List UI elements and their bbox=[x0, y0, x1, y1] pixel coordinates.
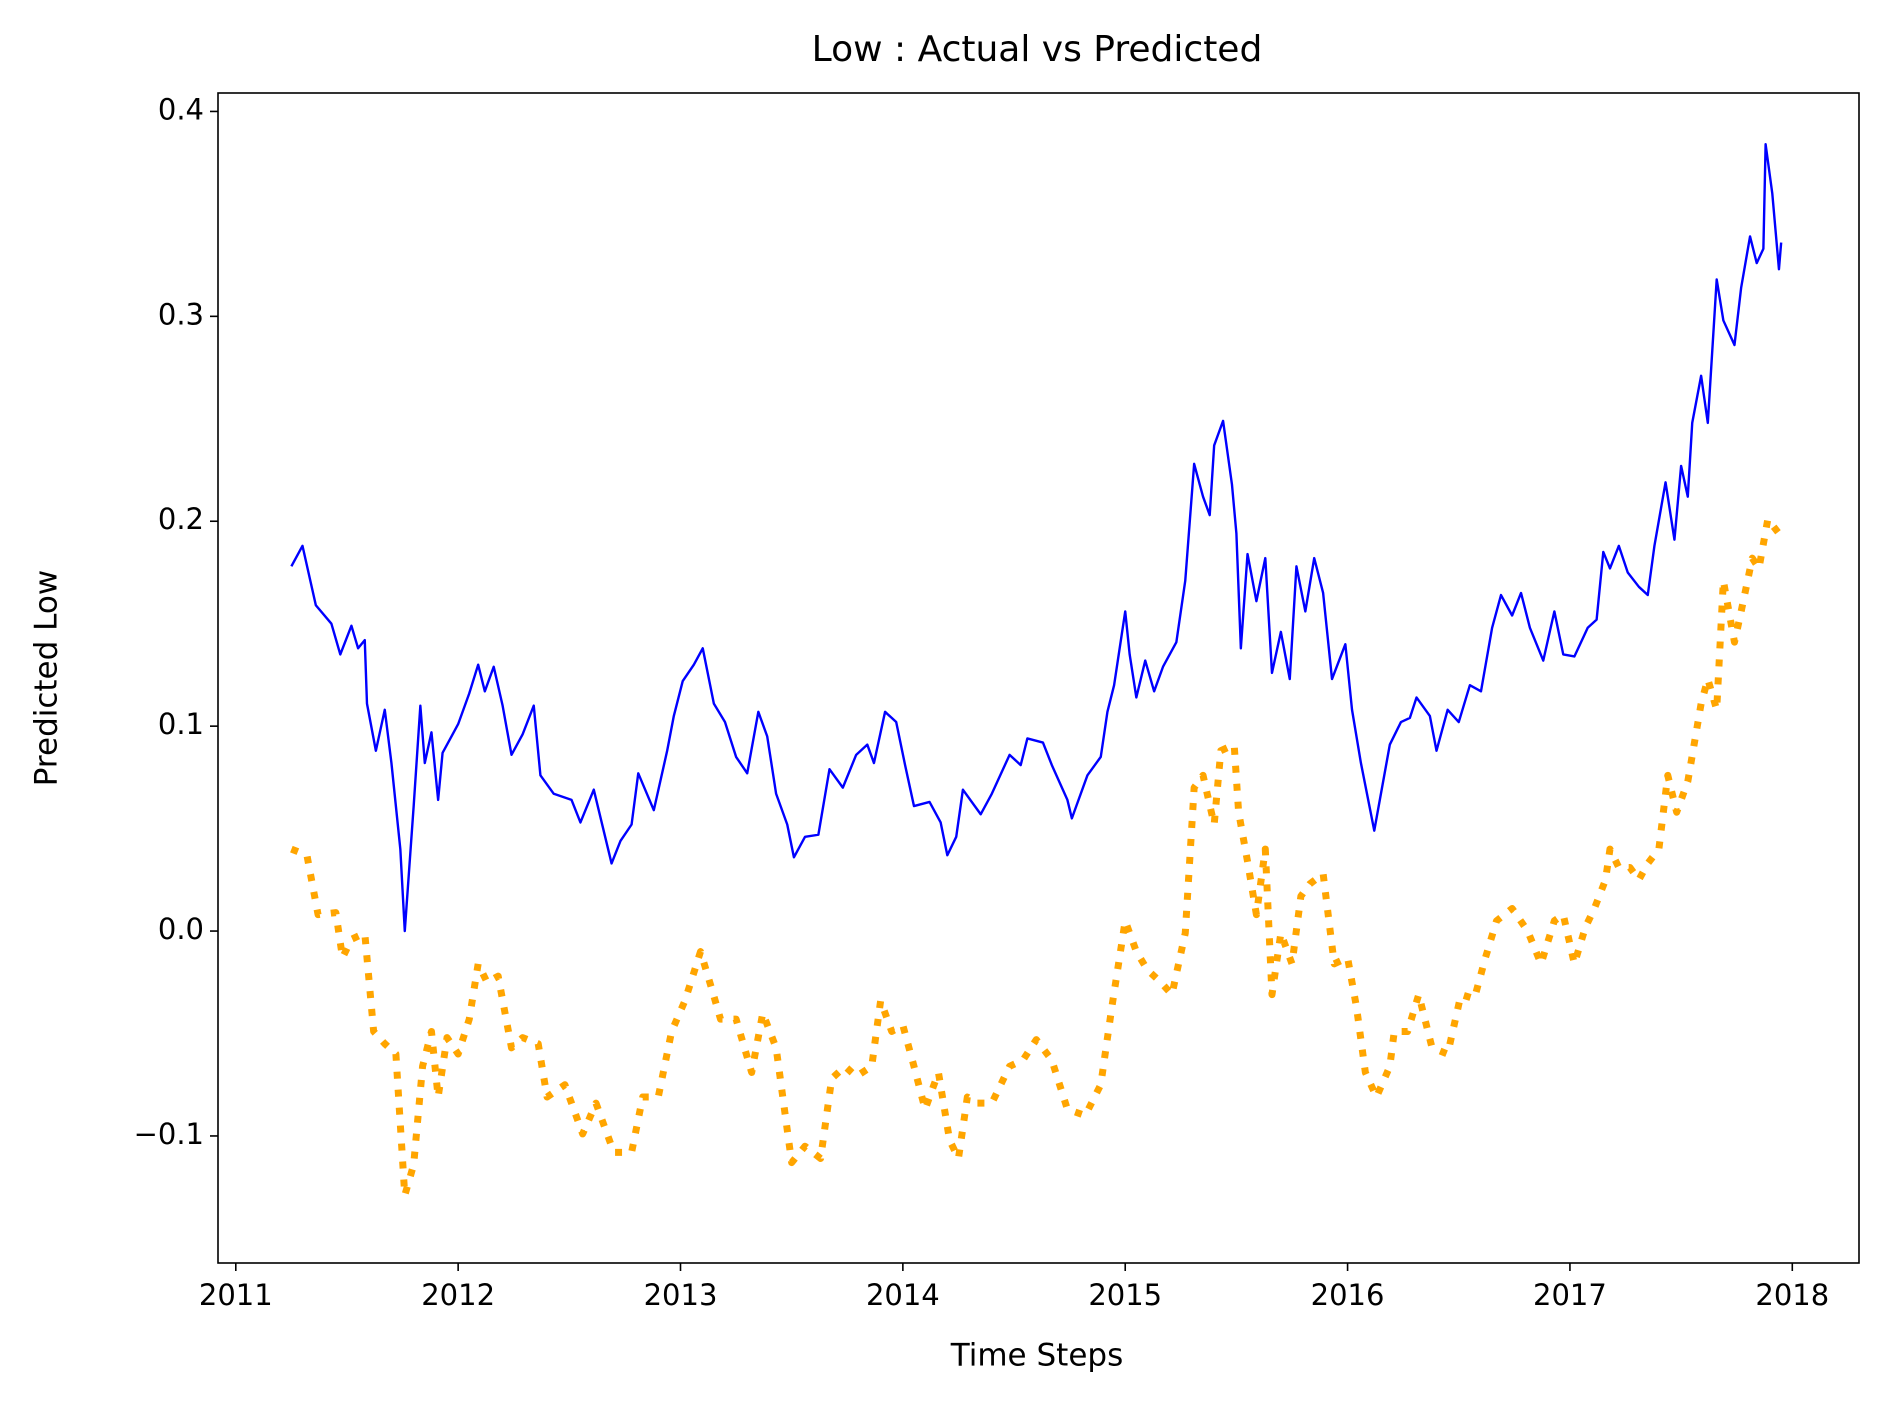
series-line bbox=[290, 143, 1783, 933]
x-tick-label: 2014 bbox=[866, 1278, 940, 1312]
x-tick-label: 2015 bbox=[1088, 1278, 1162, 1312]
y-tick-label: 0.0 bbox=[158, 912, 204, 946]
chart-title: Low : Actual vs Predicted bbox=[812, 29, 1263, 70]
y-tick-label: 0.1 bbox=[158, 707, 204, 741]
x-tick-label: 2013 bbox=[644, 1278, 718, 1312]
x-tick-label: 2011 bbox=[199, 1278, 273, 1312]
plot-frame bbox=[217, 92, 1860, 1264]
series-line bbox=[290, 515, 1782, 1199]
x-axis-label: Time Steps bbox=[950, 1338, 1123, 1374]
x-tick-label: 2016 bbox=[1311, 1278, 1385, 1312]
y-tick-label: −0.1 bbox=[134, 1117, 204, 1151]
x-tick-label: 2012 bbox=[421, 1278, 495, 1312]
x-tick-label: 2017 bbox=[1533, 1278, 1607, 1312]
x-tick-label: 2018 bbox=[1755, 1278, 1829, 1312]
y-axis-label: Predicted Low bbox=[29, 570, 65, 786]
y-tick-label: 0.2 bbox=[158, 502, 204, 536]
y-tick-label: 0.3 bbox=[158, 297, 204, 331]
y-tick-label: 0.4 bbox=[158, 92, 204, 126]
